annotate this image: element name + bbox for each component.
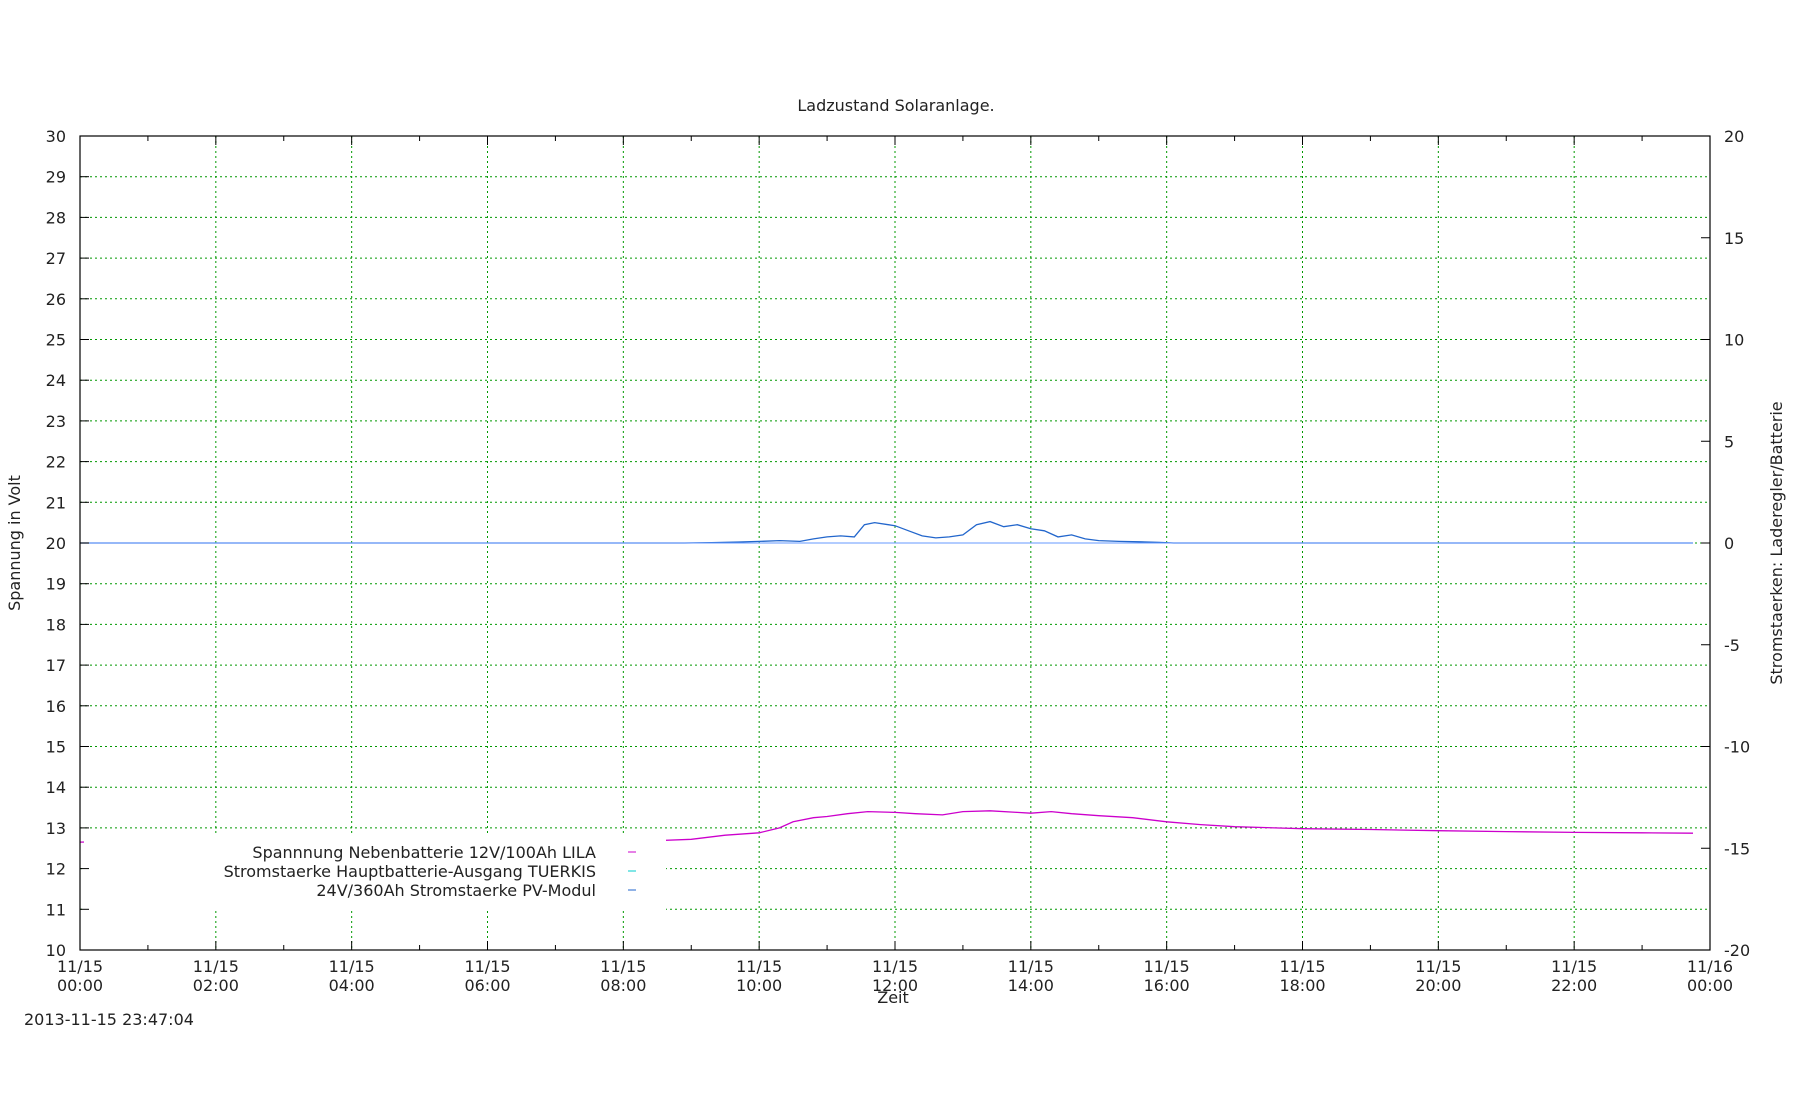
y2-tick-label: 15 [1724,229,1744,248]
y-tick-label: 19 [46,575,66,594]
y2-axis-label: Stromstaerken: Laderegler/Batterie [1767,401,1786,684]
x-tick-date: 11/15 [736,957,782,976]
x-tick-date: 11/15 [193,957,239,976]
y-tick-label: 21 [46,493,66,512]
y-tick-label: 23 [46,412,66,431]
y2-tick-label: 20 [1724,127,1744,146]
x-tick-date: 11/15 [872,957,918,976]
y-tick-label: 16 [46,697,66,716]
plot-series [79,520,1694,845]
legend-label: Stromstaerke Hauptbatterie-Ausgang TUERK… [224,862,596,881]
y-tick-label: 20 [46,534,66,553]
y2-tick-label: 10 [1724,331,1744,350]
y2-tick-label: -20 [1724,941,1750,960]
y2-tick-labels: -20 -15 -10 -5 0 5 10 15 20 [1724,127,1750,960]
x-tick-time: 00:00 [1687,976,1733,995]
legend: Spannnung Nebenbatterie 12V/100Ah LILASt… [84,836,666,910]
x-tick-time: 20:00 [1415,976,1461,995]
y2-tick-label: -15 [1724,839,1750,858]
axis-ticks [79,135,1711,951]
x-tick-date: 11/15 [57,957,103,976]
y-tick-label: 27 [46,249,66,268]
series-line-2 [80,520,1693,544]
y-tick-label: 17 [46,656,66,675]
y-axis-label: Spannung in Volt [5,475,24,611]
y-tick-label: 25 [46,331,66,350]
x-tick-date: 11/15 [600,957,646,976]
x-tick-date: 11/15 [1415,957,1461,976]
y2-tick-label: -5 [1724,636,1740,655]
y-tick-label: 11 [46,900,66,919]
x-tick-time: 04:00 [329,976,375,995]
timestamp-label: 2013-11-15 23:47:04 [24,1010,194,1029]
x-tick-time: 16:00 [1144,976,1190,995]
y-tick-labels: 10 11 12 13 14 15 16 17 18 19 20 21 22 23 24 25 26 27 28 29… [46,127,66,960]
chart-title: Ladzustand Solaranlage. [797,96,994,115]
legend-background [84,836,666,910]
y-tick-label: 29 [46,168,66,187]
x-tick-date: 11/15 [1279,957,1325,976]
y-tick-label: 13 [46,819,66,838]
x-tick-date: 11/15 [464,957,510,976]
x-tick-time: 14:00 [1008,976,1054,995]
x-tick-date: 11/15 [329,957,375,976]
x-tick-date: 11/15 [1551,957,1597,976]
x-tick-date: 11/16 [1687,957,1733,976]
y-tick-label: 10 [46,941,66,960]
x-tick-time: 06:00 [464,976,510,995]
y-tick-label: 18 [46,615,66,634]
y-tick-label: 30 [46,127,66,146]
x-tick-time: 12:00 [872,976,918,995]
y2-tick-label: 5 [1724,432,1734,451]
x-axis-label: Zeit [877,988,909,1007]
x-tick-date: 11/15 [1008,957,1054,976]
y-tick-label: 26 [46,290,66,309]
y-tick-label: 24 [46,371,66,390]
x-tick-time: 22:00 [1551,976,1597,995]
x-tick-date: 11/15 [1144,957,1190,976]
x-tick-time: 02:00 [193,976,239,995]
x-tick-time: 00:00 [57,976,103,995]
legend-label: Spannnung Nebenbatterie 12V/100Ah LILA [252,843,596,862]
x-tick-time: 08:00 [600,976,646,995]
legend-label: 24V/360Ah Stromstaerke PV-Modul [316,881,596,900]
y2-tick-label: -10 [1724,738,1750,757]
x-tick-time: 10:00 [736,976,782,995]
y-tick-label: 15 [46,738,66,757]
y-tick-label: 12 [46,860,66,879]
x-tick-labels: 11/1500:0011/1502:0011/1504:0011/1506:00… [57,957,1733,995]
y2-tick-label: 0 [1724,534,1734,553]
y-tick-label: 22 [46,453,66,472]
y-tick-label: 28 [46,208,66,227]
y-tick-label: 14 [46,778,66,797]
x-tick-time: 18:00 [1279,976,1325,995]
